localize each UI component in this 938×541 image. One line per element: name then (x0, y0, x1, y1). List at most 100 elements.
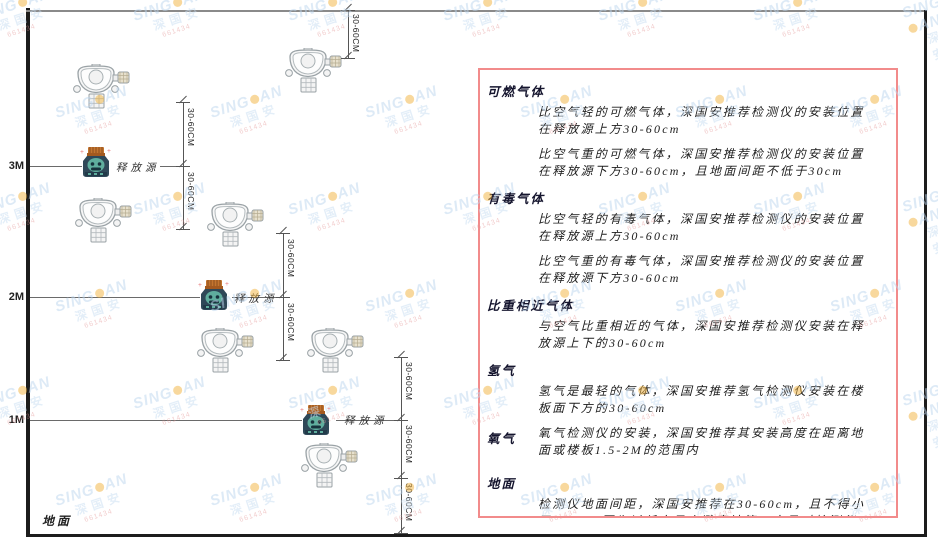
watermark-code: 661434 (393, 120, 424, 136)
connector-1m (336, 420, 401, 421)
dimension-tick (394, 420, 408, 421)
section-paragraph: 比空气轻的有毒气体，深国安推荐检测仪的安装位置在释放源上方30-60cm (538, 212, 865, 244)
watermark-dot-icon (326, 384, 339, 397)
watermark-brand: SINGAN (131, 0, 208, 25)
dimension-tick (341, 58, 355, 59)
watermark-brand: SINGAN (441, 0, 518, 25)
watermark-dot-icon (93, 481, 106, 494)
dimension-tick (276, 360, 290, 361)
watermark-code: 661434 (781, 23, 812, 39)
watermark-cjk: 深国安 (73, 489, 127, 519)
watermark-brand: SINGAN (751, 0, 828, 25)
ground-label: 地面 (42, 514, 73, 528)
watermark-dot-icon (907, 22, 919, 34)
dimension-label: 30-60CM (404, 362, 414, 401)
watermark-cjk: 深国安 (151, 392, 205, 422)
watermark-code: 661434 (83, 120, 114, 136)
watermark-brand: SINGAN (899, 187, 938, 229)
gas-detector-icon (72, 64, 130, 110)
gas-detector-icon (284, 48, 342, 94)
watermark-cjk: 深国安 (73, 295, 127, 325)
watermark-code: 661434 (626, 23, 657, 39)
dimension-label: 30-60CM (286, 303, 296, 342)
watermark-cjk: 深国安 (228, 489, 282, 519)
watermark-dot-icon (481, 0, 494, 9)
installation-guide-panel: 可燃气体 比空气轻的可燃气体，深国安推荐检测仪的安装位置在释放源上方30-60c… (478, 68, 898, 518)
dimension-tick (341, 10, 355, 11)
watermark-cjk: 深国安 (383, 295, 437, 325)
watermark-cjk: 深国安 (383, 101, 437, 131)
release-source-icon (197, 279, 231, 313)
section-flammable-gas: 可燃气体 比空气轻的可燃气体，深国安推荐检测仪的安装位置在释放源上方30-60c… (480, 81, 896, 180)
watermark-cjk: 深国安 (925, 216, 938, 257)
dimension-label: 30-60CM (404, 425, 414, 464)
dimension-line (348, 10, 349, 58)
watermark-code: 661434 (161, 411, 192, 427)
section-oxygen: 氧气 氧气检测仪的安装，深国安推荐其安装高度在距离地面或楼板1.5-2M的范围内 (480, 425, 896, 459)
section-heading: 比重相近气体 (487, 299, 575, 314)
watermark-dot-icon (171, 0, 184, 9)
watermark-cjk: 深国安 (151, 198, 205, 228)
watermark-dot-icon (326, 190, 339, 203)
section-paragraph: 检测仪地面间距，深国安推荐在30-60cm，且不得小于30cm，因为过低容易水溅… (538, 497, 866, 516)
dimension-label: 30-60CM (186, 108, 196, 147)
section-paragraph: 比空气重的可燃气体，深国安推荐检测仪的安装位置在释放源下方30-60cm，且地面… (538, 147, 865, 179)
watermark-cjk: 深国安 (771, 4, 825, 34)
release-source-label: 释放源 (116, 163, 160, 174)
watermark-dot-icon (636, 0, 649, 9)
watermark-code: 661434 (238, 120, 269, 136)
section-heading: 有毒气体 (487, 192, 546, 207)
dimension-tick (276, 233, 290, 234)
watermark-dot-icon (907, 216, 919, 228)
section-similar-density-gas: 比重相近气体 与空气比重相近的气体，深国安推荐检测仪安装在释放源上下的30-60… (480, 295, 896, 352)
watermark-code: 661434 (393, 314, 424, 330)
watermark-brand: SINGAN (899, 381, 938, 423)
height-line-1m (30, 420, 302, 421)
right-wall-line (924, 10, 927, 537)
left-wall-line (26, 8, 30, 537)
axis-label-2m: 2M (8, 291, 24, 303)
ground-line (26, 534, 927, 537)
section-paragraph: 氧气检测仪的安装，深国安推荐其安装高度在距离地面或楼板1.5-2M的范围内 (538, 426, 865, 458)
watermark-dot-icon (403, 287, 416, 300)
height-line-3m (30, 166, 82, 167)
watermark-code: 661434 (316, 217, 347, 233)
dimension-tick (394, 533, 408, 534)
ceiling-line (26, 10, 926, 12)
watermark-cjk: 深国安 (306, 198, 360, 228)
dimension-tick (394, 478, 408, 479)
watermark-dot-icon (791, 0, 804, 9)
section-paragraph: 氢气是最轻的气体，深国安推荐氢气检测仪安装在楼板面下方的30-60cm (538, 384, 865, 416)
dimension-label: 30-60CM (404, 483, 414, 522)
watermark-code: 661434 (6, 23, 37, 39)
dimension-label: 30-60CM (286, 239, 296, 278)
watermark-code: 661434 (83, 314, 114, 330)
connector-3m (160, 166, 183, 167)
watermark-dot-icon (171, 190, 184, 203)
section-ground: 地面 检测仪地面间距，深国安推荐在30-60cm，且不得小于30cm，因为过低容… (480, 473, 896, 516)
watermark-cjk: 深国安 (925, 410, 938, 451)
section-toxic-gas: 有毒气体 比空气轻的有毒气体，深国安推荐检测仪的安装位置在释放源上方30-60c… (480, 188, 896, 287)
watermark-dot-icon (403, 93, 416, 106)
gas-detector-icon (206, 202, 264, 248)
watermark-dot-icon (326, 0, 339, 9)
section-heading: 氢气 (487, 364, 517, 379)
watermark-brand: SINGAN (596, 0, 673, 25)
dimension-tick (176, 166, 190, 167)
watermark-dot-icon (171, 384, 184, 397)
dimension-label: 30-60CM (351, 14, 361, 53)
